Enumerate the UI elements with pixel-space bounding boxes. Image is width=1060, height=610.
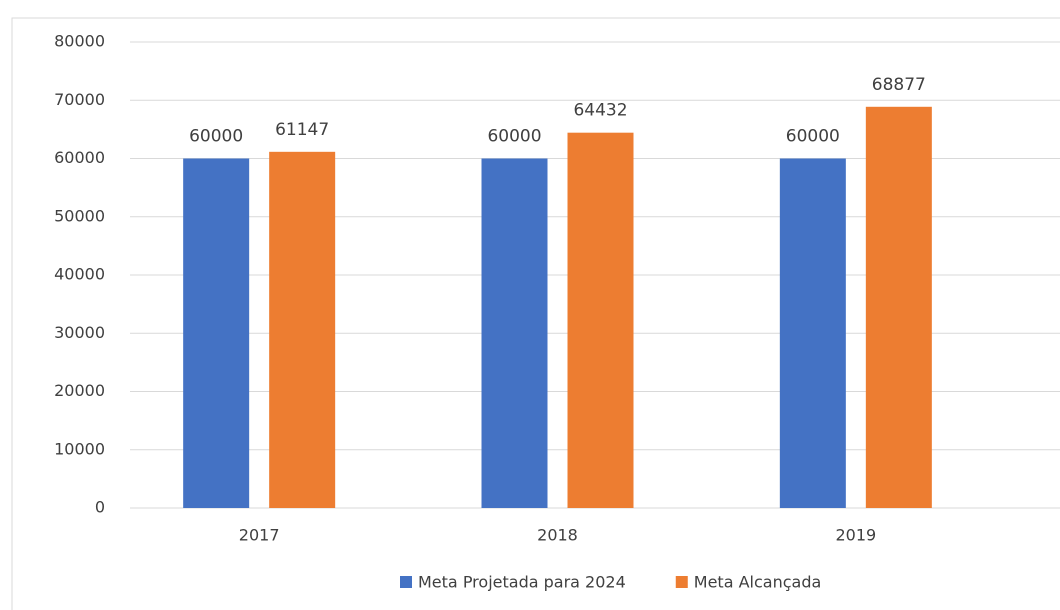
bar	[481, 158, 548, 508]
x-tick-label: 2018	[537, 526, 578, 545]
y-tick-label: 30000	[54, 323, 105, 342]
legend-swatch	[400, 576, 412, 588]
data-label: 61147	[275, 120, 329, 140]
y-tick-label: 60000	[54, 148, 105, 167]
bar	[183, 158, 250, 508]
data-label: 60000	[189, 127, 243, 147]
legend-label: Meta Projetada para 2024	[418, 573, 626, 592]
y-tick-label: 80000	[54, 32, 105, 51]
y-tick-label: 20000	[54, 381, 105, 400]
data-label: 64432	[573, 101, 627, 121]
data-label: 60000	[487, 127, 541, 147]
y-tick-label: 10000	[54, 439, 105, 458]
bar	[865, 106, 932, 508]
y-tick-label: 40000	[54, 265, 105, 284]
legend-swatch	[675, 576, 688, 588]
x-tick-label: 2019	[835, 526, 876, 545]
y-tick-label: 0	[95, 498, 105, 517]
y-tick-label: 50000	[54, 206, 105, 225]
y-tick-label: 70000	[54, 90, 105, 109]
data-label: 68877	[872, 75, 926, 95]
bar	[779, 158, 846, 508]
bar	[567, 132, 634, 508]
x-tick-label: 2017	[239, 526, 280, 545]
chart-border	[11, 17, 1060, 610]
legend-label: Meta Alcançada	[694, 573, 822, 592]
bar	[269, 151, 336, 508]
data-label: 60000	[786, 127, 840, 147]
